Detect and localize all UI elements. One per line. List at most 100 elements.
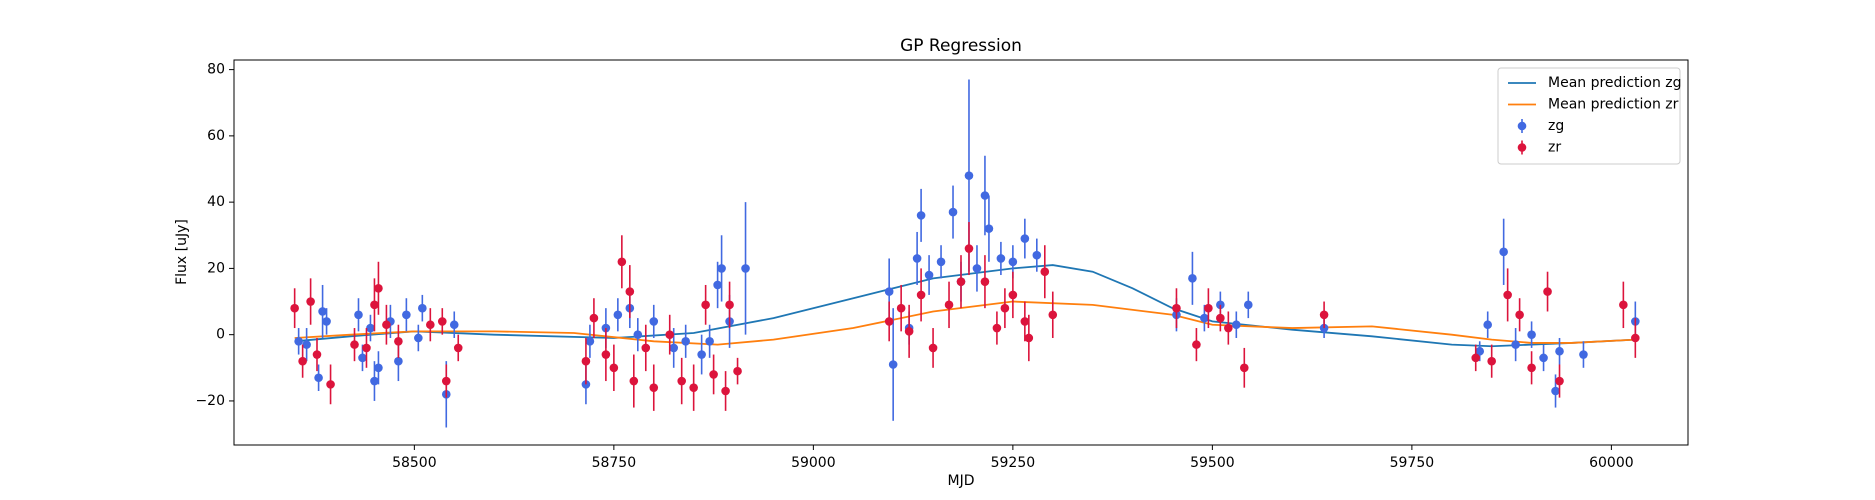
point (314, 373, 323, 383)
point (1239, 363, 1249, 373)
y-tick-label: 0 (216, 327, 225, 343)
point (705, 336, 714, 346)
point (1192, 340, 1201, 349)
y-axis-label: Flux [uJy] (174, 219, 190, 285)
point (665, 330, 675, 339)
point (1499, 247, 1508, 257)
point (302, 340, 311, 349)
point (374, 283, 383, 293)
point (956, 277, 966, 286)
point (1555, 376, 1564, 386)
y-tick-label: 60 (207, 128, 225, 144)
point (1020, 234, 1030, 243)
point (374, 363, 383, 373)
point (306, 297, 315, 306)
legend-label: zg (1548, 118, 1564, 134)
legend-label: Mean prediction zg (1548, 75, 1682, 91)
point (649, 317, 659, 326)
point (1487, 356, 1496, 366)
y-tick-label: 40 (207, 194, 225, 210)
point (884, 287, 894, 296)
point (1579, 350, 1588, 359)
point (992, 323, 1002, 333)
point (326, 380, 335, 389)
point (581, 380, 591, 389)
point (1471, 353, 1481, 363)
point (358, 353, 367, 363)
point (1204, 303, 1213, 313)
point (944, 300, 954, 310)
point (613, 310, 623, 320)
point (980, 191, 990, 200)
point (912, 254, 922, 263)
point (426, 320, 435, 330)
point (601, 350, 611, 359)
point (1619, 300, 1628, 310)
point (1475, 346, 1485, 356)
point (589, 313, 599, 323)
point (1172, 303, 1181, 313)
point (1032, 250, 1042, 260)
point (1527, 330, 1536, 339)
point (1188, 274, 1197, 283)
point (721, 386, 730, 396)
point (884, 317, 894, 326)
point (1543, 287, 1552, 296)
x-tick-label: 58750 (592, 455, 637, 471)
point (1555, 346, 1564, 356)
point (888, 360, 898, 369)
point (1224, 323, 1233, 333)
point (681, 336, 690, 346)
point (318, 307, 327, 316)
point (633, 330, 643, 339)
point (394, 356, 403, 366)
point (629, 376, 639, 386)
point (916, 211, 926, 220)
point (733, 366, 742, 376)
x-axis-label: MJD (948, 473, 975, 489)
point (414, 333, 423, 343)
point (441, 376, 451, 386)
x-tick-label: 59000 (791, 455, 836, 471)
point (298, 356, 307, 366)
legend-label: zr (1548, 140, 1561, 156)
point (437, 317, 447, 326)
x-tick-label: 59250 (991, 455, 1036, 471)
point (1319, 310, 1329, 320)
legend-swatch (1517, 121, 1527, 131)
x-tick-label: 60000 (1589, 455, 1634, 471)
point (290, 303, 299, 313)
point (928, 343, 938, 353)
point (585, 336, 595, 346)
point (1048, 310, 1058, 320)
mean-line (294, 264, 1636, 348)
point (370, 300, 379, 310)
plot-frame (233, 59, 1689, 446)
point (689, 383, 698, 392)
point (713, 280, 722, 290)
point (936, 257, 946, 267)
point (1511, 340, 1520, 349)
legend-swatch (1517, 143, 1527, 152)
x-tick-label: 59500 (1190, 455, 1235, 471)
point (924, 270, 934, 280)
point (725, 300, 734, 310)
x-tick-label: 58500 (392, 455, 437, 471)
point (1000, 303, 1010, 313)
point (581, 356, 591, 366)
point (677, 376, 686, 386)
point (394, 336, 403, 346)
point (709, 370, 718, 379)
point (972, 264, 982, 273)
point (617, 257, 627, 267)
point (1024, 333, 1034, 343)
point (402, 310, 411, 320)
point (649, 383, 659, 392)
point (418, 303, 427, 313)
point (904, 327, 914, 336)
point (1551, 386, 1560, 396)
point (322, 317, 331, 326)
point (984, 224, 994, 233)
